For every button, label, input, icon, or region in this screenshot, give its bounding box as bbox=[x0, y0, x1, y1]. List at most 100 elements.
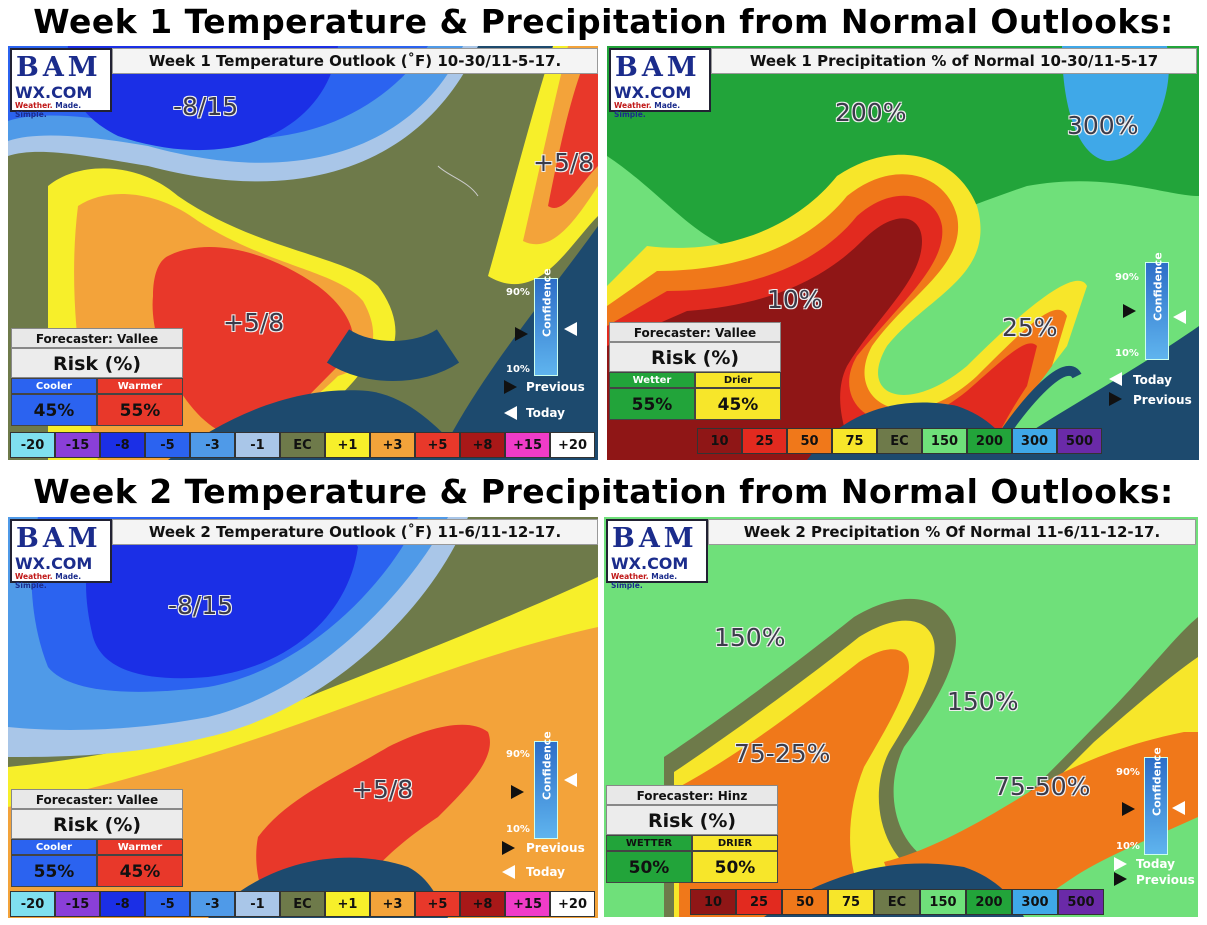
confidence-label: Confidence bbox=[540, 731, 554, 800]
legend-cell: -15 bbox=[55, 432, 100, 458]
legend-cell: +20 bbox=[550, 891, 595, 917]
week2-header: Week 2 Temperature & Precipitation from … bbox=[33, 472, 1174, 511]
logo-tag-a: Weather. bbox=[614, 101, 652, 110]
bamwx-logo: BAM WX.COM Weather. Made. Simple. bbox=[606, 519, 708, 590]
legend-cell: -1 bbox=[235, 891, 280, 917]
forecaster-label: Forecaster: Hinz bbox=[606, 785, 778, 805]
previous-marker-icon bbox=[1122, 802, 1135, 816]
legend-cell: +3 bbox=[370, 891, 415, 917]
risk-heading: Risk (%) bbox=[11, 809, 183, 839]
logo-letters: BAM bbox=[16, 523, 102, 554]
risk-left-value: 50% bbox=[606, 851, 692, 883]
logo-tag-b: Made. Simple. bbox=[15, 101, 82, 119]
legend-cell: 75 bbox=[828, 889, 874, 915]
confidence-high: 90% bbox=[506, 749, 530, 760]
risk-right-value: 45% bbox=[695, 388, 781, 420]
panel-title: Week 1 Temperature Outlook (˚F) 10-30/11… bbox=[112, 48, 598, 74]
legend-cell: +15 bbox=[505, 432, 550, 458]
legend-cell: 500 bbox=[1057, 428, 1102, 454]
logo-tag-a: Weather. bbox=[611, 572, 649, 581]
contour-label: 150% bbox=[947, 687, 1019, 716]
legend-cell: -20 bbox=[10, 891, 55, 917]
week1-header: Week 1 Temperature & Precipitation from … bbox=[33, 2, 1174, 41]
legend-cell: EC bbox=[877, 428, 922, 454]
today-legend-icon bbox=[504, 406, 517, 420]
legend-cell: 25 bbox=[736, 889, 782, 915]
risk-left-label: WETTER bbox=[606, 835, 692, 851]
legend-cell: -8 bbox=[100, 432, 145, 458]
contour-label: +5/8 bbox=[223, 308, 285, 337]
risk-right-label: Drier bbox=[695, 372, 781, 388]
legend-cell: 150 bbox=[922, 428, 967, 454]
risk-heading: Risk (%) bbox=[11, 348, 183, 378]
previous-legend-icon bbox=[504, 380, 517, 394]
contour-label: 10% bbox=[767, 285, 823, 314]
risk-box: Forecaster: Vallee Risk (%) Cooler Warme… bbox=[11, 789, 183, 887]
logo-tag-a: Weather. bbox=[15, 572, 53, 581]
logo-letters: BAM bbox=[612, 523, 698, 554]
today-legend-label: Today bbox=[1133, 373, 1172, 387]
risk-heading: Risk (%) bbox=[606, 805, 778, 835]
risk-left-label: Wetter bbox=[609, 372, 695, 388]
confidence-low: 10% bbox=[1115, 348, 1139, 359]
temperature-legend: -20 -15 -8 -5 -3 -1 EC +1 +3 +5 +8 +15 +20 bbox=[10, 432, 595, 458]
today-legend-icon bbox=[1114, 857, 1127, 871]
today-marker-icon bbox=[564, 322, 577, 336]
logo-letters: BAM bbox=[16, 52, 102, 83]
legend-cell: 500 bbox=[1058, 889, 1104, 915]
confidence-bar: Confidence bbox=[1144, 747, 1168, 855]
legend-cell: +1 bbox=[325, 432, 370, 458]
logo-site: WX.COM bbox=[15, 554, 93, 573]
legend-cell: +3 bbox=[370, 432, 415, 458]
week2-precipitation-map: 150% 150% 75-25% 75-50% Week 2 Precipita… bbox=[604, 517, 1198, 917]
risk-box: Forecaster: Vallee Risk (%) Wetter Drier… bbox=[609, 322, 781, 420]
week2-temperature-map: -8/15 +5/8 Week 2 Temperature Outlook (˚… bbox=[8, 517, 598, 918]
today-marker-icon bbox=[564, 773, 577, 787]
contour-label: -8/15 bbox=[168, 591, 234, 620]
legend-cell: 150 bbox=[920, 889, 966, 915]
risk-left-value: 55% bbox=[11, 855, 97, 887]
previous-legend-icon bbox=[1114, 872, 1127, 886]
legend-cell: +8 bbox=[460, 432, 505, 458]
logo-letters: BAM bbox=[615, 52, 701, 83]
risk-left-value: 45% bbox=[11, 394, 97, 426]
legend-cell: -5 bbox=[145, 891, 190, 917]
week1-precipitation-map: 200% 300% 10% 25% Week 1 Precipitation %… bbox=[607, 46, 1199, 460]
previous-legend-icon bbox=[502, 841, 515, 855]
legend-cell: -5 bbox=[145, 432, 190, 458]
contour-label: -8/15 bbox=[173, 92, 239, 121]
legend-cell: 10 bbox=[690, 889, 736, 915]
risk-right-value: 50% bbox=[692, 851, 778, 883]
legend-cell: EC bbox=[280, 891, 325, 917]
logo-tagline: Weather. Made. Simple. bbox=[614, 101, 709, 119]
today-legend-icon bbox=[502, 865, 515, 879]
confidence-bar: Confidence bbox=[1145, 252, 1169, 360]
panel-title: Week 1 Precipitation % of Normal 10-30/1… bbox=[711, 48, 1197, 74]
risk-right-value: 45% bbox=[97, 855, 183, 887]
risk-left-value: 55% bbox=[609, 388, 695, 420]
risk-left-label: Cooler bbox=[11, 378, 97, 394]
today-legend-label: Today bbox=[526, 406, 565, 420]
contour-label: 25% bbox=[1002, 313, 1058, 342]
legend-cell: -3 bbox=[190, 891, 235, 917]
forecaster-label: Forecaster: Vallee bbox=[609, 322, 781, 342]
previous-legend-label: Previous bbox=[1136, 873, 1195, 887]
bamwx-logo: BAM WX.COM Weather. Made. Simple. bbox=[10, 519, 112, 590]
panel-title: Week 2 Temperature Outlook (˚F) 11-6/11-… bbox=[112, 519, 598, 545]
legend-cell: 200 bbox=[967, 428, 1012, 454]
risk-right-label: DRIER bbox=[692, 835, 778, 851]
previous-marker-icon bbox=[515, 327, 528, 341]
legend-cell: 10 bbox=[697, 428, 742, 454]
contour-label: +5/8 bbox=[352, 775, 414, 804]
contour-label: 75-50% bbox=[994, 772, 1091, 801]
confidence-low: 10% bbox=[1116, 841, 1140, 852]
legend-cell: +1 bbox=[325, 891, 370, 917]
logo-site: WX.COM bbox=[614, 83, 692, 102]
logo-tag-b: Made. Simple. bbox=[614, 101, 681, 119]
confidence-bar: Confidence bbox=[534, 268, 558, 376]
temperature-legend: -20 -15 -8 -5 -3 -1 EC +1 +3 +5 +8 +15 +20 bbox=[10, 891, 595, 917]
confidence-label: Confidence bbox=[1151, 252, 1165, 321]
contour-label: 75-25% bbox=[734, 739, 831, 768]
legend-cell: 25 bbox=[742, 428, 787, 454]
legend-cell: +20 bbox=[550, 432, 595, 458]
